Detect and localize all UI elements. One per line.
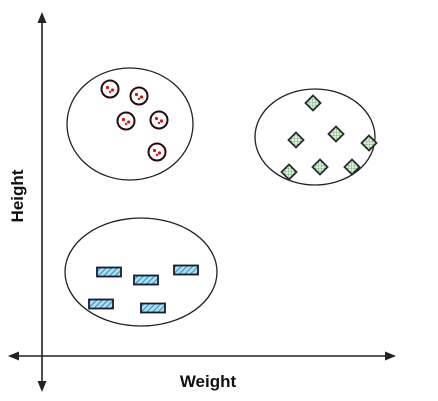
circle-point [147, 142, 167, 162]
diamond-point [360, 134, 378, 152]
diamond-point [343, 158, 361, 176]
axes: Weight Height [8, 12, 396, 392]
circle-point [116, 111, 136, 131]
rectangle-point [133, 274, 159, 286]
diamond-point [280, 163, 298, 181]
circle-point [149, 110, 169, 130]
rectangle-point [140, 302, 166, 314]
cluster-diamonds [254, 88, 378, 186]
rectangle-point [173, 264, 199, 276]
cluster-boundary [254, 88, 376, 186]
diamond-point [287, 131, 305, 149]
cluster-rectangles [64, 217, 218, 327]
x-axis-arrow-right [385, 351, 396, 361]
x-axis-arrow-left [8, 351, 19, 361]
y-axis-label: Height [8, 169, 27, 222]
cluster-boundary [64, 217, 218, 327]
rectangle-point [88, 298, 114, 310]
cluster-circles [66, 67, 194, 181]
y-axis-arrow-bottom [37, 381, 47, 392]
x-axis-label: Weight [180, 372, 237, 391]
circle-point [129, 86, 149, 106]
cluster-boundary [66, 67, 194, 181]
y-axis-arrow-top [37, 12, 47, 23]
rectangle-point [96, 266, 122, 278]
diamond-point [327, 125, 345, 143]
diamond-point [311, 158, 329, 176]
diamond-point [304, 94, 322, 112]
circle-point [100, 79, 120, 99]
